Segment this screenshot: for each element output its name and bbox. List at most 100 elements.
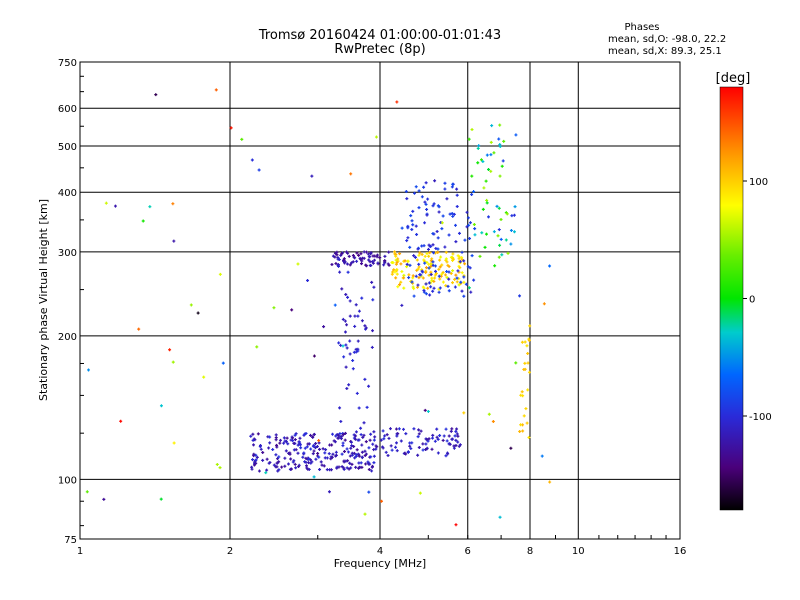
data-point bbox=[357, 253, 361, 257]
data-point bbox=[294, 432, 298, 436]
colorbar bbox=[719, 86, 744, 511]
data-point bbox=[443, 187, 447, 191]
data-point bbox=[518, 430, 522, 434]
data-point bbox=[417, 428, 421, 432]
data-point bbox=[408, 441, 412, 445]
data-point bbox=[418, 491, 422, 495]
data-point bbox=[317, 439, 321, 443]
data-point bbox=[293, 433, 297, 437]
data-point bbox=[252, 463, 256, 467]
data-point bbox=[424, 282, 428, 286]
data-point bbox=[402, 273, 406, 277]
data-point bbox=[431, 260, 435, 264]
data-point bbox=[436, 204, 440, 208]
data-point bbox=[360, 443, 364, 447]
data-point bbox=[425, 213, 429, 217]
data-point bbox=[221, 361, 225, 365]
data-point bbox=[292, 448, 296, 452]
data-point bbox=[501, 159, 505, 163]
data-point bbox=[525, 421, 529, 425]
data-point bbox=[322, 464, 326, 468]
data-point bbox=[421, 442, 425, 446]
data-point bbox=[375, 255, 379, 259]
data-point bbox=[159, 497, 163, 501]
data-point bbox=[399, 280, 403, 284]
data-point bbox=[424, 266, 428, 270]
data-point bbox=[327, 452, 331, 456]
data-point bbox=[451, 281, 455, 285]
data-point bbox=[399, 439, 403, 443]
data-point bbox=[395, 268, 399, 272]
data-point bbox=[448, 442, 452, 446]
data-point bbox=[344, 459, 348, 463]
x-tick-label: 6 bbox=[465, 546, 471, 557]
data-point bbox=[286, 462, 290, 466]
data-point bbox=[372, 258, 376, 262]
data-point bbox=[342, 450, 346, 454]
data-point bbox=[456, 434, 460, 438]
data-point bbox=[491, 419, 495, 423]
data-point bbox=[282, 441, 286, 445]
data-point bbox=[389, 444, 393, 448]
data-point bbox=[367, 490, 371, 494]
data-point bbox=[310, 174, 314, 178]
data-point bbox=[259, 447, 263, 451]
data-point bbox=[416, 435, 420, 439]
data-point bbox=[340, 252, 344, 256]
data-point bbox=[343, 330, 347, 334]
data-point bbox=[378, 256, 382, 260]
data-point bbox=[462, 259, 466, 263]
data-point bbox=[346, 270, 350, 274]
data-point bbox=[513, 205, 517, 209]
data-point bbox=[342, 466, 346, 470]
data-point bbox=[306, 442, 310, 446]
data-point bbox=[523, 361, 527, 365]
data-point bbox=[402, 276, 406, 280]
data-point bbox=[272, 306, 276, 310]
x-tick-label: 1 bbox=[77, 546, 83, 557]
data-point bbox=[251, 432, 255, 436]
data-point bbox=[85, 490, 89, 494]
data-point bbox=[467, 223, 471, 227]
data-point bbox=[311, 452, 315, 456]
data-point bbox=[292, 459, 296, 463]
data-point bbox=[417, 189, 421, 193]
data-point bbox=[434, 272, 438, 276]
data-point bbox=[479, 158, 483, 162]
data-point bbox=[337, 341, 341, 345]
data-point bbox=[481, 207, 485, 211]
data-point bbox=[490, 124, 494, 128]
data-point bbox=[431, 436, 435, 440]
data-point bbox=[509, 446, 513, 450]
data-point bbox=[418, 251, 422, 255]
data-point bbox=[417, 262, 421, 266]
data-point bbox=[344, 293, 348, 297]
data-point bbox=[318, 467, 322, 471]
data-point bbox=[499, 217, 503, 221]
data-point bbox=[333, 303, 337, 307]
data-point bbox=[453, 277, 457, 281]
data-point bbox=[423, 261, 427, 265]
data-point bbox=[405, 197, 409, 201]
data-point bbox=[441, 438, 445, 442]
data-point bbox=[171, 360, 175, 364]
data-point bbox=[444, 257, 448, 261]
data-point bbox=[119, 419, 123, 423]
data-point bbox=[408, 444, 412, 448]
data-point bbox=[414, 274, 418, 278]
data-point bbox=[348, 461, 352, 465]
data-point bbox=[450, 185, 454, 189]
data-point bbox=[334, 434, 338, 438]
data-point bbox=[345, 346, 349, 350]
data-point bbox=[426, 286, 430, 290]
data-point bbox=[548, 480, 552, 484]
data-point bbox=[400, 303, 404, 307]
data-point bbox=[351, 260, 355, 264]
data-point bbox=[423, 408, 427, 412]
data-point bbox=[454, 443, 458, 447]
data-point bbox=[364, 462, 368, 466]
data-point bbox=[412, 427, 416, 431]
data-point bbox=[436, 250, 440, 254]
data-point bbox=[355, 391, 359, 395]
